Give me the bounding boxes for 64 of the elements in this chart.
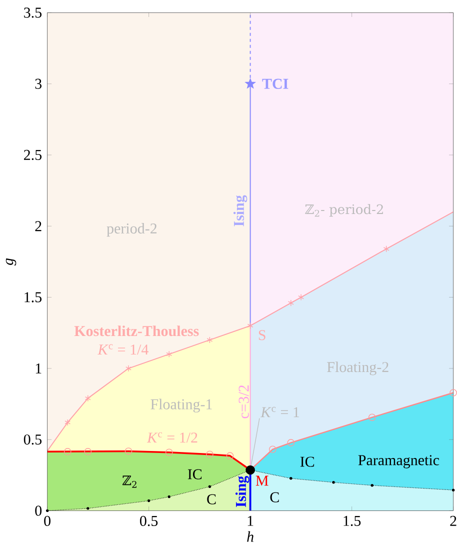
point <box>168 495 170 498</box>
annotation: K$^{c}$ = 1/2 <box>146 432 198 443</box>
y-tick-label: 2.5 <box>24 150 42 160</box>
point <box>64 448 72 456</box>
y-tick-label: 2 <box>35 221 42 232</box>
annotation: C <box>270 492 279 502</box>
point <box>46 509 49 512</box>
point <box>370 484 374 487</box>
point <box>450 389 457 396</box>
point <box>166 350 172 358</box>
annotation: ℤ$_{2}$ <box>122 476 136 488</box>
point <box>246 465 255 475</box>
point <box>84 448 92 456</box>
point <box>383 246 390 252</box>
y-tick-label: 0 <box>35 506 42 516</box>
point <box>124 448 132 455</box>
annotation: period-2 <box>106 223 157 237</box>
point <box>287 439 295 446</box>
annotation: TCI <box>262 78 288 89</box>
point <box>245 78 256 88</box>
point <box>147 499 150 502</box>
point <box>290 477 292 480</box>
annotation: M <box>256 476 268 486</box>
point <box>86 507 90 510</box>
annotation: Ising <box>235 476 250 507</box>
annotation: Kosterlitz-Thouless <box>74 326 199 336</box>
point <box>126 365 132 372</box>
y-tick-label: 1.5 <box>24 292 42 302</box>
annotation: c=3/2 <box>238 385 249 418</box>
annotation: ℤ$_{2}$- period-2 <box>305 204 383 217</box>
point <box>298 294 304 301</box>
point <box>206 336 213 344</box>
y-tick-label: 1 <box>36 363 42 374</box>
point <box>332 481 335 484</box>
point <box>84 394 91 402</box>
y-tick-label: 0.5 <box>24 434 42 445</box>
point <box>64 419 71 426</box>
annotation: Floating-1 <box>150 398 212 412</box>
point <box>226 452 234 460</box>
point <box>288 300 294 306</box>
point <box>165 448 173 456</box>
x-tick-label: 2 <box>450 516 456 526</box>
annotation: IC <box>188 469 202 480</box>
annotation: Floating-2 <box>327 362 388 376</box>
annotation: IC <box>300 456 314 467</box>
x-tick-label: 1 <box>248 516 254 526</box>
x-tick-label: 1.5 <box>344 516 361 526</box>
point <box>452 488 455 492</box>
annotation: Paramagnetic <box>358 455 440 468</box>
point <box>206 450 214 458</box>
y-tick-label: 3 <box>35 78 42 89</box>
x-tick-label: 0.5 <box>140 516 158 526</box>
annotation: S <box>258 330 266 340</box>
point <box>247 322 254 330</box>
y-axis-title: g <box>6 258 16 266</box>
annotation: C <box>207 494 216 504</box>
x-tick-label: 0 <box>44 516 50 526</box>
annotation: Ising <box>233 195 248 226</box>
point <box>368 414 376 422</box>
y-tick-label: 3.5 <box>24 8 42 18</box>
x-axis-title: h <box>247 531 254 542</box>
annotation: K$^{c}$ = 1/4 <box>98 344 148 355</box>
point <box>268 446 276 454</box>
annotation: K$^{c}$ = 1 <box>260 406 300 418</box>
